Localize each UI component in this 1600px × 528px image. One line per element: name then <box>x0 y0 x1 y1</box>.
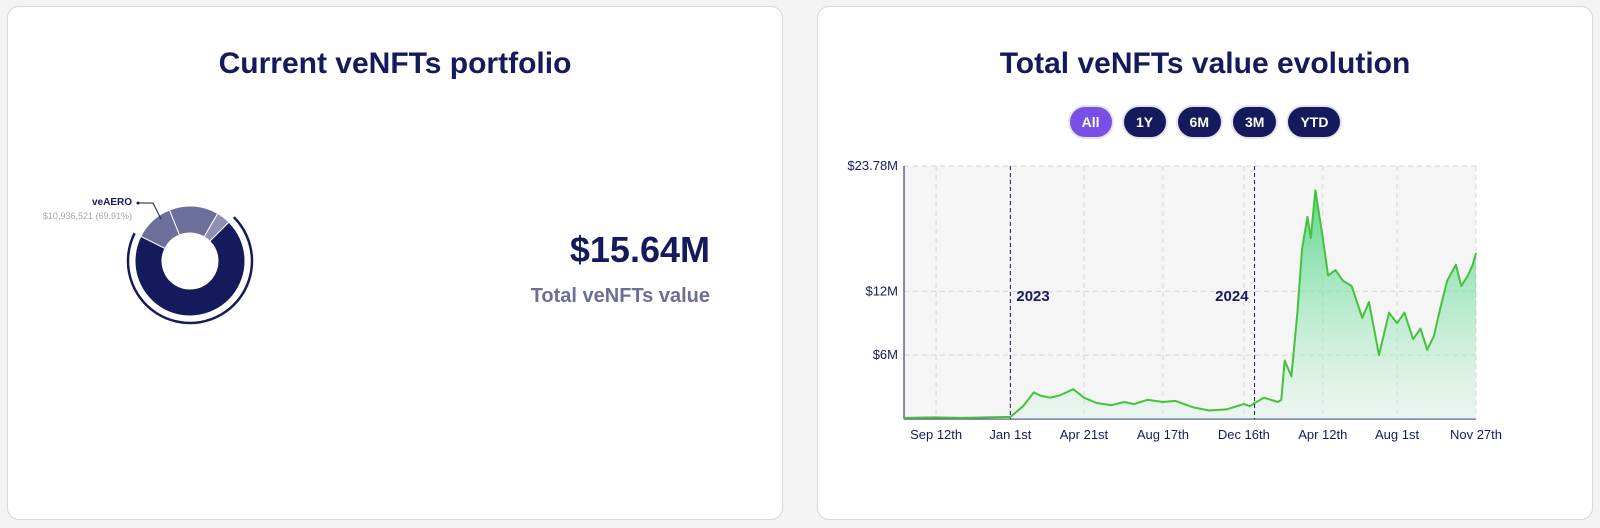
x-tick-label: Sep 12th <box>910 427 962 442</box>
range-button-all[interactable]: All <box>1067 105 1114 139</box>
callout-label: veAERO <box>92 197 132 208</box>
evolution-area-chart: $23.78M $12M $6M Sep 12th Jan 1st Apr 21st Aug… <box>847 158 1502 442</box>
series-line <box>903 189 1477 419</box>
y-tick-label: $23.78M <box>847 158 898 173</box>
range-button-ytd[interactable]: YTD <box>1286 105 1343 139</box>
portfolio-donut-chart: veAERO $10,936,521 (69.91%) <box>43 197 254 325</box>
series-area <box>904 190 1476 419</box>
donut-highlight-arc <box>126 216 254 325</box>
total-value: $15.64M <box>569 229 710 270</box>
x-tick-label: Apr 21st <box>1060 427 1109 442</box>
evolution-title: Total veNFTs value evolution <box>999 47 1411 80</box>
time-range-selector: All 1Y 6M 3M YTD <box>818 105 1592 139</box>
evolution-card: Total veNFTs value evolution All 1Y 6M 3M YT… <box>817 6 1593 520</box>
x-tick-label: Jan 1st <box>989 427 1031 442</box>
portfolio-card: Current veNFTs portfolio veAERO $10,936,5… <box>7 6 783 520</box>
total-value-label: Total veNFTs value <box>530 285 710 307</box>
x-tick-label: Aug 17th <box>1137 427 1189 442</box>
y-tick-label: $6M <box>873 347 898 362</box>
y-tick-label: $12M <box>865 283 898 298</box>
donut-slice-veaero <box>134 221 246 317</box>
year-marker-label: 2023 <box>1016 288 1049 305</box>
x-tick-label: Apr 12th <box>1298 427 1347 442</box>
callout-value: $10,936,521 (69.91%) <box>43 211 132 221</box>
year-marker-label: 2024 <box>1215 288 1249 305</box>
range-button-3m[interactable]: 3M <box>1231 105 1279 139</box>
donut-slice-other-3 <box>203 212 230 242</box>
callout-leader-line <box>138 202 162 220</box>
x-tick-label: Aug 1st <box>1375 427 1419 442</box>
range-button-6m[interactable]: 6M <box>1175 105 1223 139</box>
range-button-1y[interactable]: 1Y <box>1121 105 1168 139</box>
x-tick-label: Nov 27th <box>1450 427 1502 442</box>
x-tick-label: Dec 16th <box>1218 427 1270 442</box>
portfolio-title: Current veNFTs portfolio <box>218 47 572 80</box>
callout-dot <box>136 201 140 205</box>
